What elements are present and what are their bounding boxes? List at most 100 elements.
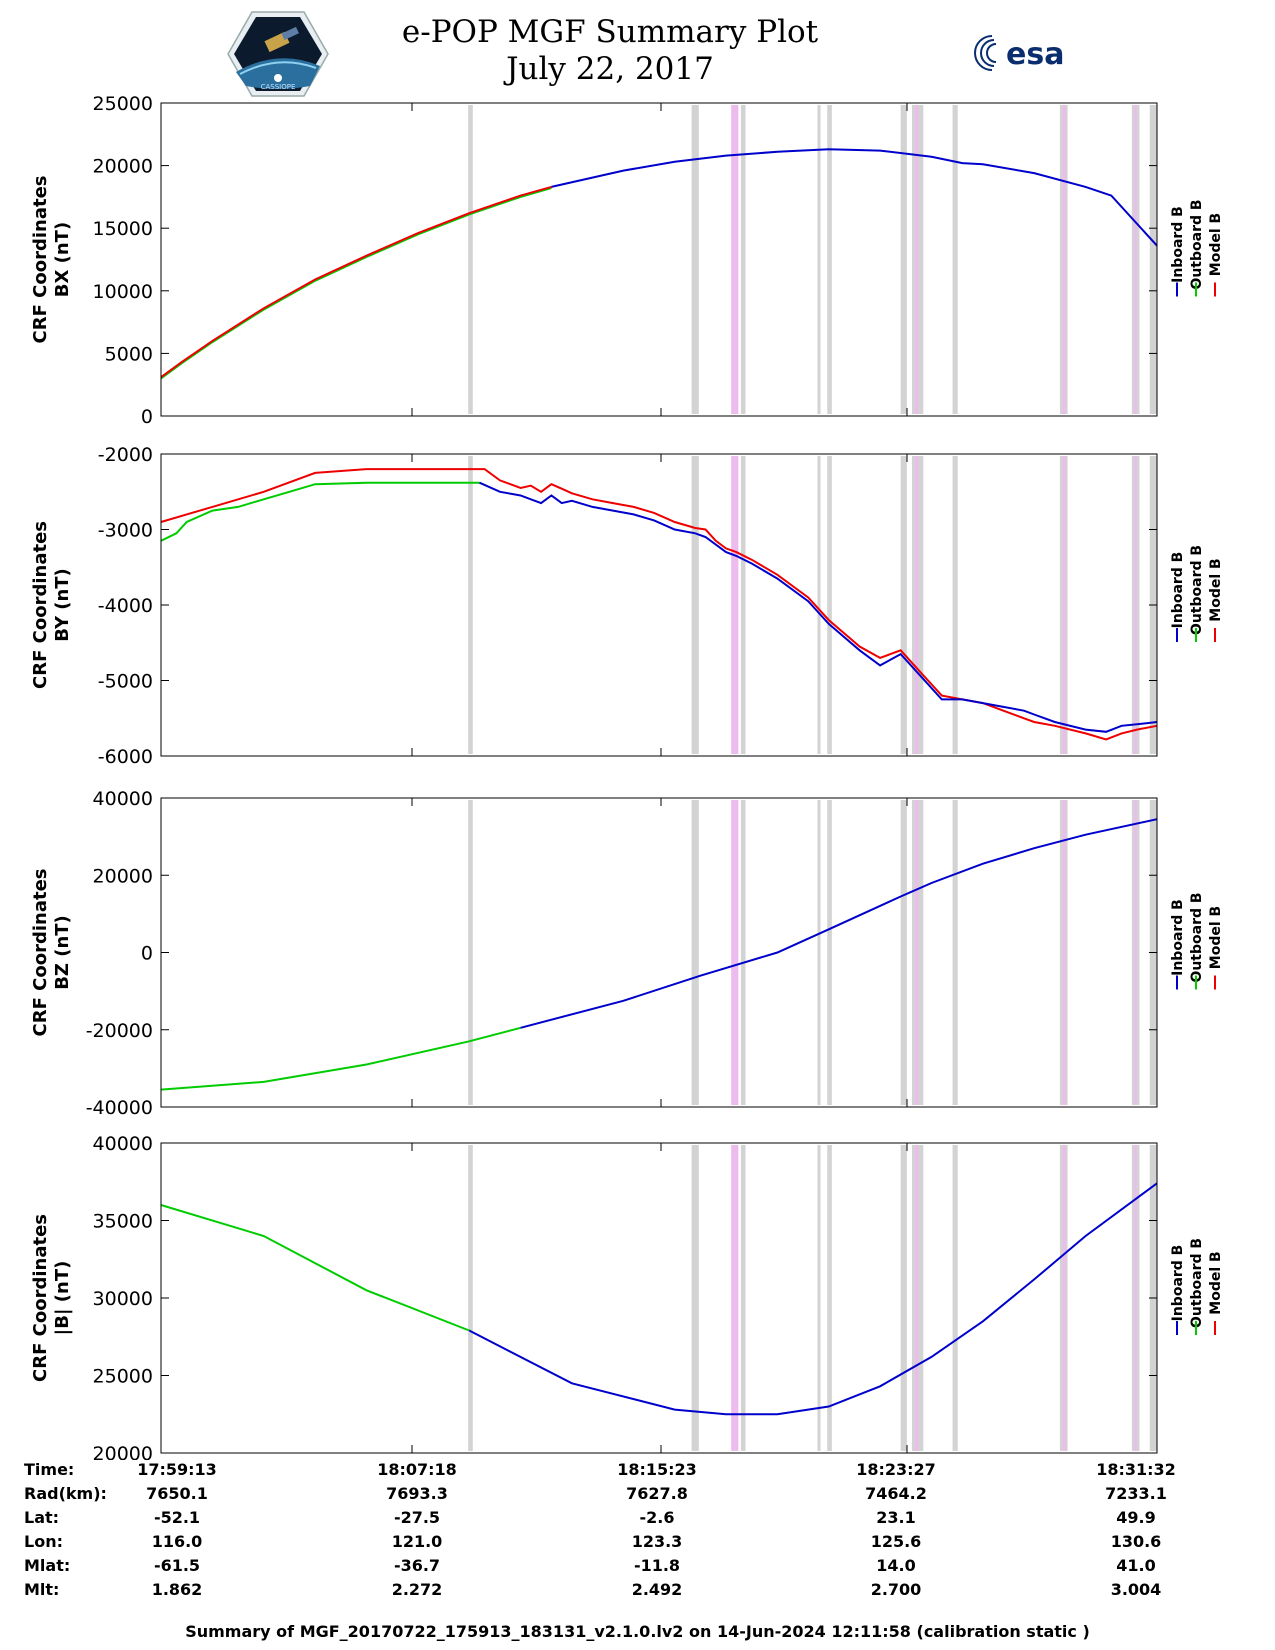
gap-band-gray [1149,105,1157,414]
y-axis-title: CRF Coordinates [30,176,51,344]
cell-mlat: -36.7 [393,1556,441,1575]
y-tick-label: -3000 [98,520,153,542]
cell-rad: 7464.2 [865,1484,927,1503]
gap-band-gray [817,800,821,1105]
y-tick-label: 15000 [93,218,153,240]
series-inboard-b [468,1182,1158,1416]
legend-label: Outboard B [1189,1238,1205,1328]
cell-mlat: 14.0 [876,1556,916,1575]
y-tick-label: 20000 [93,156,153,178]
plot-frame [160,797,1158,1108]
cell-time: 18:23:27 [856,1460,936,1479]
gap-band-gray [468,456,473,754]
gap-band-gray [952,800,958,1105]
plot-title: e-POP MGF Summary Plot July 22, 2017 [400,14,820,88]
gap-band-gray [740,456,746,754]
gap-band-gray [740,800,746,1105]
row-mlt: Mlt: 1.862 2.272 2.492 2.700 3.004 [0,1580,1275,1602]
row-label-lat: Lat: [24,1508,60,1527]
gap-band-pink [915,456,919,754]
gap-band-pink [915,800,919,1105]
gap-band-gray [827,105,832,414]
panel-bx: 0 5000 10000 15000 20000 25000 CRF Coordinates… [30,93,1224,428]
legend-label: Inboard B [1170,1245,1186,1322]
gap-band-gray [900,800,907,1105]
gap-band-gray [827,800,832,1105]
gap-band-pink [1062,105,1067,414]
cell-mlt: 1.862 [151,1580,203,1599]
gap-band-pink [1134,105,1137,414]
cell-mlat: 41.0 [1116,1556,1156,1575]
cell-mlat: -11.8 [633,1556,681,1575]
gap-band-gray [468,105,473,414]
cell-lon: 116.0 [151,1532,203,1551]
cell-rad: 7650.1 [146,1484,208,1503]
row-lon: Lon: 116.0 121.0 123.3 125.6 130.6 [0,1532,1275,1554]
gap-band-gray [468,1145,473,1451]
cell-mlt: 2.700 [870,1580,922,1599]
y-axis-title: BX (nT) [52,222,73,297]
cell-time: 18:15:23 [617,1460,697,1479]
footer-summary: Summary of MGF_20170722_175913_183131_v2… [185,1622,1090,1641]
y-tick-label: 10000 [93,281,153,303]
legend-label: Model B [1208,906,1224,969]
legend-label: Inboard B [1170,206,1186,283]
legend-label: Outboard B [1189,892,1205,982]
series-outboard-b [160,1026,521,1091]
legend-label: Model B [1208,1251,1224,1314]
esa-logo-text: esa [1006,37,1064,72]
legend-label: Inboard B [1170,552,1186,629]
panel-btotal: 20000 25000 30000 35000 40000 CRF Coordinates… [30,1133,1224,1460]
gap-band-pink [1062,456,1067,754]
y-tick-label: 5000 [105,343,153,365]
cell-rad: 7693.3 [386,1484,448,1503]
y-tick-label: -20000 [86,1020,153,1042]
cell-mlat: -61.5 [153,1556,201,1575]
panel-bz: -40000 -20000 0 20000 40000 CRF Coordinates BZ… [30,788,1224,1119]
legend-label: Outboard B [1189,545,1205,635]
y-tick-label: 35000 [93,1211,153,1233]
gap-band-pink [915,105,919,414]
esa-logo: esa [974,35,1064,72]
y-tick-label: 0 [141,943,153,965]
gap-band-gray [952,456,958,754]
gap-band-gray [468,800,473,1105]
row-label-lon: Lon: [24,1532,63,1551]
row-label-mlt: Mlt: [24,1580,60,1599]
ephemeris-table: Time: 17:59:13 18:07:18 18:15:23 18:23:2… [0,1460,1275,1610]
gap-band-gray [691,456,699,754]
gap-band-gray [827,1145,832,1451]
cell-lat: 23.1 [876,1508,916,1527]
plot-frame [160,102,1158,417]
gap-band-pink [731,456,739,754]
title-line-2: July 22, 2017 [506,51,714,87]
gap-band-pink [731,105,739,414]
cell-lon: 123.3 [631,1532,683,1551]
y-axis-title: BY (nT) [52,568,73,642]
y-tick-label: -5000 [98,671,153,693]
series-inboard-b [551,148,1158,247]
y-axis-title: |B| (nT) [52,1261,73,1336]
series-outboard-b [160,481,480,542]
legend-label: Outboard B [1189,199,1205,289]
cell-time: 18:31:32 [1096,1460,1176,1479]
cell-lat: -2.6 [639,1508,675,1527]
gap-band-gray [900,456,907,754]
gap-band-pink [1062,1145,1067,1451]
y-axis-title: CRF Coordinates [30,869,51,1037]
gap-band-pink [731,1145,739,1451]
series-inboard-b [520,818,1158,1029]
gap-band-pink [1134,456,1137,754]
panel-by: -6000 -5000 -4000 -3000 -2000 CRF Coordinates… [30,444,1224,768]
series-model-b [160,468,1158,741]
row-lat: Lat: -52.1 -27.5 -2.6 23.1 49.9 [0,1508,1275,1530]
y-tick-label: 30000 [93,1288,153,1310]
cell-mlt: 3.004 [1110,1580,1162,1599]
gap-band-gray [740,105,746,414]
legend-label: Model B [1208,558,1224,621]
row-time: Time: 17:59:13 18:07:18 18:15:23 18:23:2… [0,1460,1275,1482]
cell-lon: 125.6 [870,1532,922,1551]
y-tick-label: -6000 [98,746,153,768]
plots-canvas: 0 5000 10000 15000 20000 25000 CRF Coordinates… [30,93,1224,1460]
gap-band-gray [817,1145,821,1451]
